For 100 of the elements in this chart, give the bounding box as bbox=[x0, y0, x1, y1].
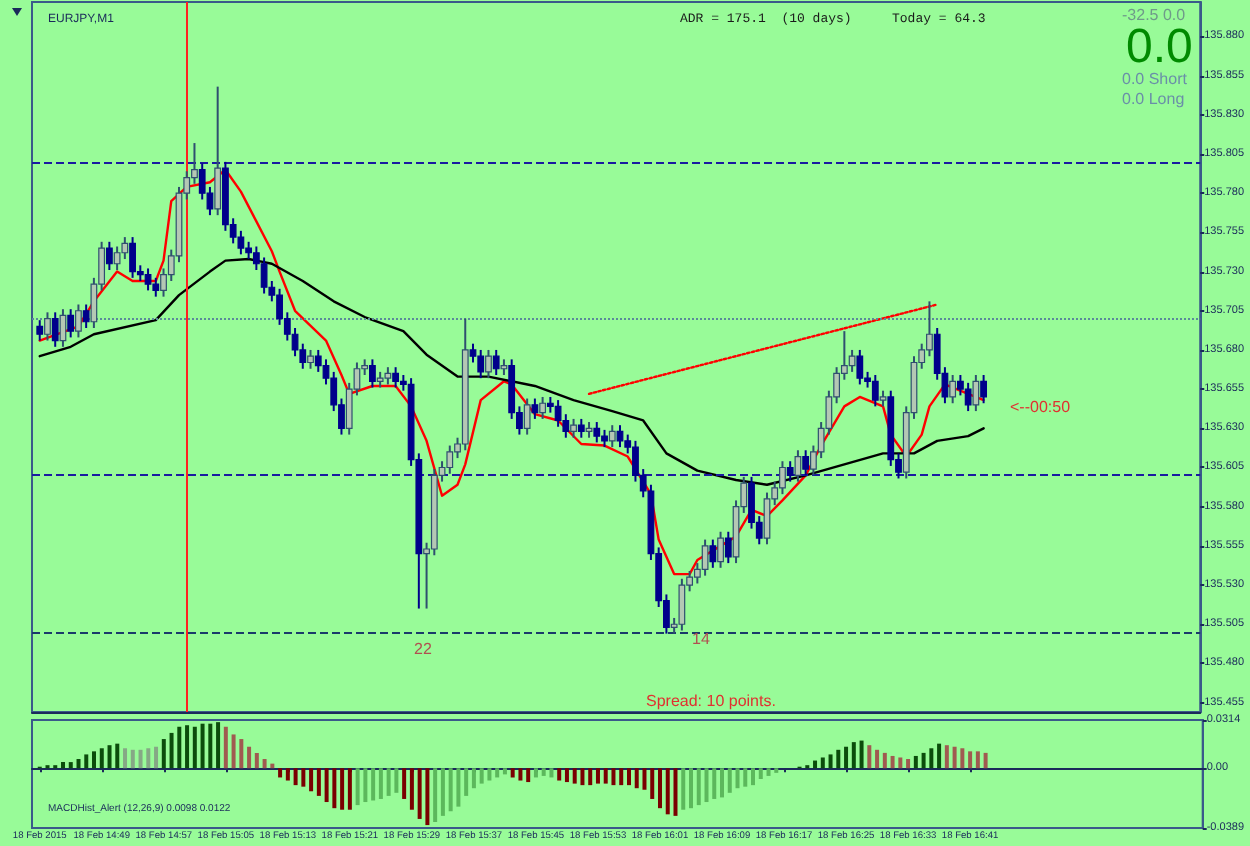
bar bbox=[231, 734, 236, 769]
bar bbox=[316, 768, 321, 796]
candlestick bbox=[523, 397, 531, 436]
bar bbox=[882, 752, 887, 769]
bar bbox=[479, 768, 484, 784]
candlestick bbox=[964, 381, 972, 413]
bar bbox=[208, 723, 213, 769]
bar bbox=[712, 768, 717, 799]
bar bbox=[844, 746, 849, 769]
bar bbox=[301, 768, 306, 787]
candlestick bbox=[59, 308, 67, 348]
bar bbox=[898, 757, 903, 769]
bar bbox=[130, 749, 135, 769]
bar bbox=[766, 768, 771, 776]
bar bbox=[169, 732, 174, 769]
bar bbox=[363, 768, 368, 803]
bar bbox=[735, 768, 740, 789]
bar bbox=[758, 768, 763, 779]
bar bbox=[84, 754, 89, 769]
candlestick bbox=[307, 348, 314, 370]
candlestick bbox=[763, 491, 771, 546]
bar bbox=[464, 768, 469, 796]
bar bbox=[471, 768, 476, 789]
bar bbox=[611, 768, 616, 786]
candlestick bbox=[980, 374, 988, 405]
candlestick bbox=[794, 449, 802, 483]
bar bbox=[619, 768, 624, 786]
candlestick bbox=[593, 421, 601, 444]
bar bbox=[200, 723, 205, 769]
bar bbox=[425, 768, 430, 826]
candlestick bbox=[701, 538, 709, 577]
bar bbox=[875, 749, 880, 769]
bar bbox=[409, 768, 414, 810]
bar bbox=[603, 768, 608, 784]
bar bbox=[937, 743, 942, 769]
candlestick bbox=[260, 256, 268, 295]
bar bbox=[929, 748, 934, 769]
bar bbox=[239, 739, 244, 769]
bar bbox=[402, 768, 407, 799]
bar bbox=[673, 768, 678, 816]
bar bbox=[293, 768, 298, 786]
candlestick bbox=[214, 85, 222, 217]
candlestick bbox=[36, 319, 44, 342]
bar bbox=[696, 768, 701, 806]
candlestick bbox=[67, 308, 75, 339]
bar bbox=[417, 768, 422, 819]
bar bbox=[309, 768, 314, 792]
bar bbox=[743, 768, 748, 787]
bar bbox=[836, 749, 841, 769]
bar bbox=[650, 768, 655, 799]
bar bbox=[720, 768, 725, 798]
candlestick bbox=[856, 348, 864, 386]
candlestick bbox=[531, 397, 539, 420]
bar bbox=[138, 749, 143, 769]
bar bbox=[76, 759, 81, 769]
bar bbox=[983, 752, 988, 769]
candlestick bbox=[152, 276, 160, 298]
bar bbox=[154, 746, 159, 769]
bar bbox=[634, 768, 639, 789]
candlestick bbox=[724, 530, 732, 565]
candlestick bbox=[616, 424, 624, 449]
candlestick bbox=[446, 444, 454, 475]
bar bbox=[952, 746, 957, 769]
line-series bbox=[38, 257, 985, 486]
bar bbox=[355, 768, 360, 806]
candlestick bbox=[485, 348, 492, 380]
bar bbox=[518, 768, 523, 781]
bar bbox=[595, 768, 600, 784]
bar bbox=[223, 726, 228, 769]
candlestick bbox=[949, 374, 957, 405]
bar bbox=[262, 759, 267, 769]
bar bbox=[123, 748, 128, 769]
bar bbox=[541, 768, 546, 776]
bar bbox=[890, 755, 895, 769]
bar bbox=[386, 768, 391, 796]
candlestick bbox=[848, 348, 856, 373]
bar bbox=[332, 768, 337, 809]
candlestick bbox=[75, 303, 82, 339]
bar bbox=[495, 768, 500, 778]
candlestick bbox=[129, 236, 136, 279]
bar bbox=[107, 745, 112, 769]
bar bbox=[394, 768, 399, 793]
bar bbox=[161, 739, 166, 769]
candlestick bbox=[51, 311, 59, 348]
candlestick bbox=[577, 417, 585, 439]
annotation: 14 bbox=[692, 630, 710, 648]
candlestick bbox=[492, 348, 500, 377]
candlestick bbox=[717, 530, 724, 569]
bar bbox=[626, 768, 631, 786]
bar bbox=[440, 768, 445, 816]
bar bbox=[859, 740, 864, 769]
bar bbox=[146, 748, 151, 769]
bar bbox=[216, 722, 221, 769]
bar bbox=[278, 768, 283, 778]
annotation: -32.5 0.0 bbox=[1122, 6, 1186, 24]
bar bbox=[456, 768, 461, 807]
bar bbox=[68, 762, 73, 769]
annotation: 0.0 Long bbox=[1122, 90, 1185, 108]
bar bbox=[433, 768, 438, 823]
bar bbox=[340, 768, 345, 810]
